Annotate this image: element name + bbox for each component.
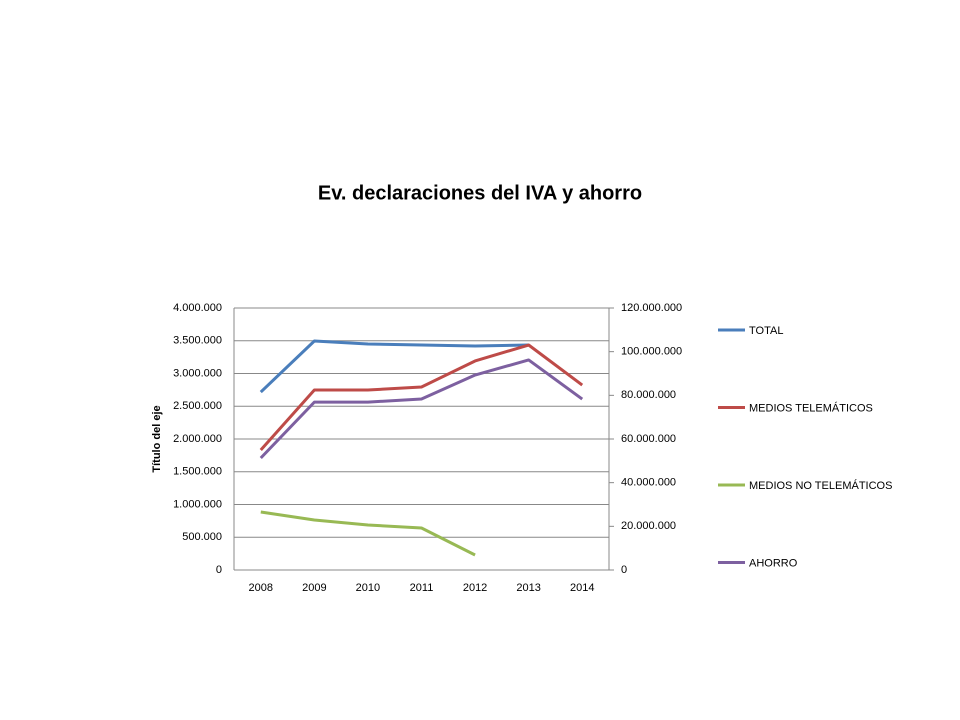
chart-title: Ev. declaraciones del IVA y ahorro (318, 182, 642, 204)
legend-label: AHORRO (749, 557, 798, 569)
legend-label: MEDIOS NO TELEMÁTICOS (749, 479, 892, 492)
x-tick-label: 2009 (302, 582, 326, 594)
series-line (259, 358, 584, 460)
y2-tick-label: 0 (621, 564, 627, 576)
legend-label: MEDIOS TELEMÁTICOS (749, 401, 873, 414)
y-tick-label: 1.500.000 (173, 466, 222, 478)
x-tick-label: 2013 (516, 582, 540, 594)
legend-label: TOTAL (749, 325, 783, 337)
y2-tick-label: 60.000.000 (621, 433, 676, 445)
y2-tick-label: 100.000.000 (621, 346, 682, 358)
y-tick-label: 2.500.000 (173, 400, 222, 412)
y-tick-label: 4.000.000 (173, 302, 222, 314)
y2-tick-label: 20.000.000 (621, 520, 676, 532)
x-tick-label: 2014 (570, 582, 594, 594)
y-tick-label: 1.000.000 (173, 498, 222, 510)
y-tick-label: 3.500.000 (173, 335, 222, 347)
y-tick-label: 2.000.000 (173, 433, 222, 445)
series-line (259, 339, 529, 394)
series-line (259, 343, 584, 452)
y-tick-label: 500.000 (182, 531, 222, 543)
x-tick-label: 2008 (249, 582, 273, 594)
series-line (260, 510, 476, 557)
x-tick-label: 2011 (410, 582, 434, 594)
y-axis-title: Título del eje (151, 405, 163, 472)
y2-tick-label: 80.000.000 (621, 389, 676, 401)
y2-tick-label: 120.000.000 (621, 302, 682, 314)
y-tick-label: 0 (216, 564, 222, 576)
x-tick-label: 2010 (356, 582, 380, 594)
y2-tick-label: 40.000.000 (621, 477, 676, 489)
x-tick-label: 2012 (463, 582, 487, 594)
y-tick-label: 3.000.000 (173, 367, 222, 379)
